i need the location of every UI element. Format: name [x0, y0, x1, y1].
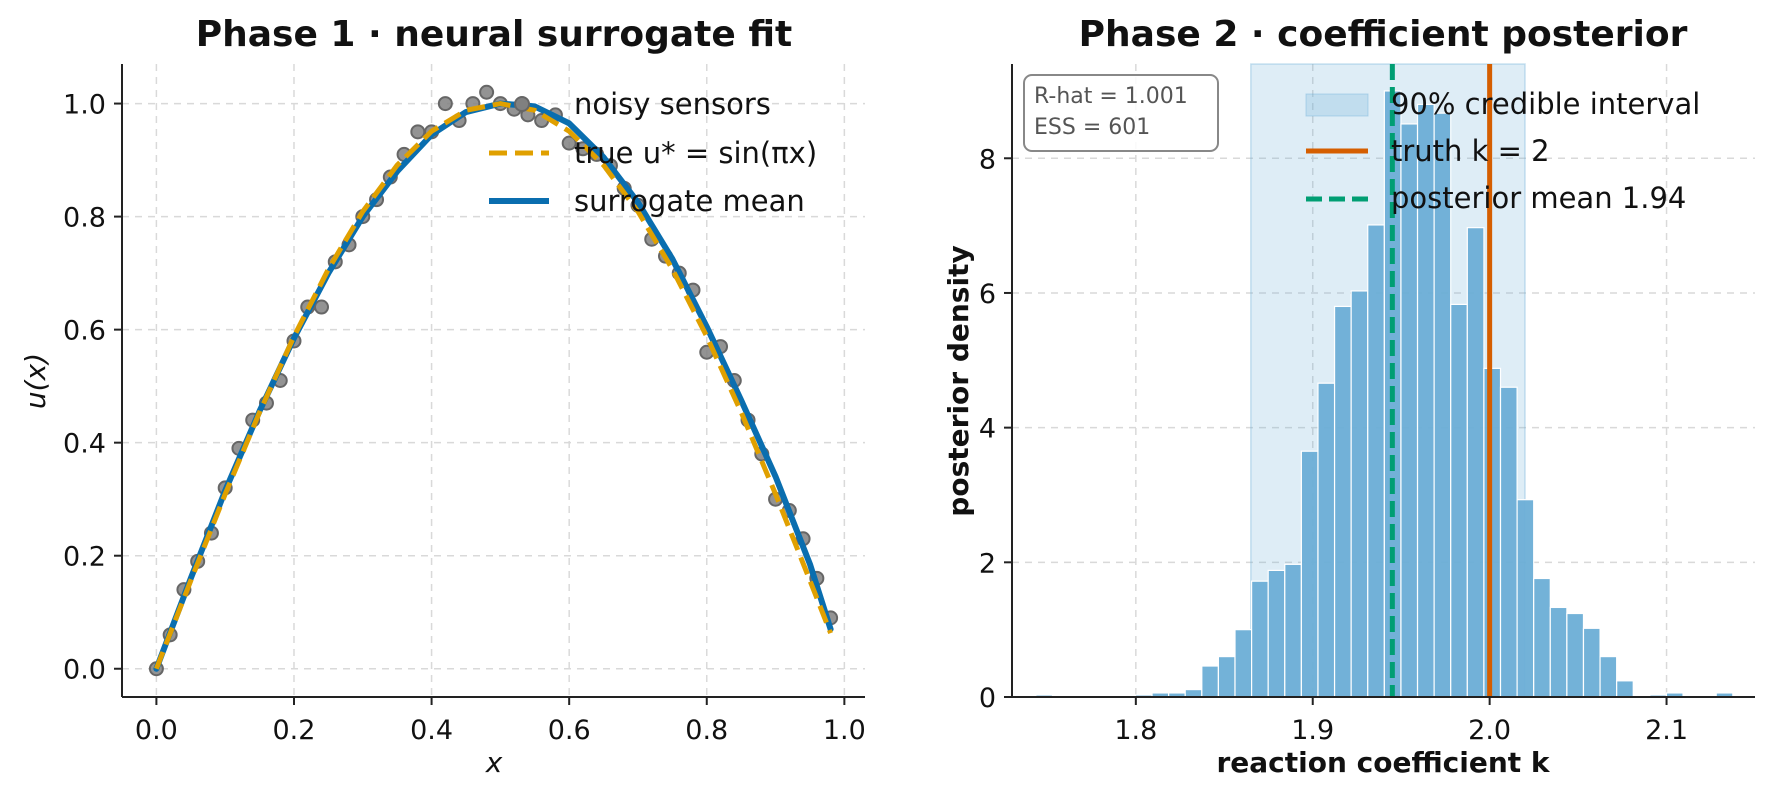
- p2-histogram-bar: [1217, 655, 1236, 698]
- p2-x-axis-label: reaction coefficient k: [1216, 746, 1550, 779]
- p2-legend-label-mean: posterior mean 1.94: [1391, 181, 1686, 215]
- p1-y-tick-label: 0.8: [63, 203, 106, 234]
- p1-x-tick-label: 1.0: [823, 715, 866, 746]
- p1-grid: [122, 64, 865, 697]
- panel-surrogate-fit: 0.0 0.2 0.4 0.6 0.8 1.0 0.0 0.2 0.4 0.6 0.8 1.0 Pha…: [19, 14, 866, 779]
- p2-histogram-bar: [1184, 688, 1203, 698]
- p1-true-line: [154, 101, 833, 670]
- p2-histogram-bar: [1250, 580, 1269, 698]
- p2-grid: [1012, 64, 1755, 698]
- p1-legend-label-sensors: noisy sensors: [574, 87, 771, 121]
- p1-x-tick-label: 0.2: [273, 715, 316, 746]
- p2-histogram-bar: [1333, 305, 1352, 698]
- p2-title: Phase 2 · coefficient posterior: [1079, 14, 1688, 55]
- p2-histogram-bar: [1616, 680, 1634, 698]
- p2-stats-frame: [1023, 74, 1219, 152]
- p2-histogram-bar: [1284, 563, 1302, 698]
- p1-sensor-point: [437, 96, 453, 112]
- p2-stat-ess: ESS = 601: [1034, 115, 1150, 140]
- p2-histogram-bar: [1450, 303, 1468, 698]
- p1-sensor-point: [479, 84, 495, 100]
- p2-ticks: 1.8 1.9 2.0 2.1 0 2 4 6 8: [979, 144, 1688, 746]
- p1-legend-marker-sensors: [514, 96, 530, 112]
- p2-y-tick-label: 4: [979, 414, 996, 445]
- p2-histogram-bar: [1582, 627, 1601, 698]
- p2-x-tick-label: 2.0: [1468, 715, 1511, 746]
- p2-histogram-bar: [1267, 569, 1286, 698]
- panel-coefficient-posterior: 1.8 1.9 2.0 2.1 0 2 4 6 8 Phase 2 · coefficient …: [942, 14, 1755, 779]
- p2-histogram-bar: [1201, 665, 1220, 698]
- p2-histogram-bar: [1599, 655, 1618, 698]
- p1-y-tick-label: 0.6: [63, 316, 106, 347]
- p2-histogram-bar: [1483, 367, 1502, 698]
- p1-y-tick-label: 0.2: [63, 542, 106, 573]
- p2-y-tick-label: 8: [979, 144, 996, 175]
- p1-x-axis-label: x: [485, 746, 503, 779]
- p2-y-tick-label: 2: [979, 548, 996, 579]
- p2-stat-rhat: R-hat = 1.001: [1034, 84, 1188, 109]
- p2-histogram-bar: [1367, 224, 1385, 698]
- p1-ticks: 0.0 0.2 0.4 0.6 0.8 1.0 0.0 0.2 0.4 0.6 0.8 1.0: [63, 90, 866, 746]
- p1-x-tick-label: 0.0: [135, 715, 178, 746]
- p1-sensor-point: [314, 299, 330, 315]
- p2-x-tick-label: 2.1: [1645, 715, 1688, 746]
- p1-x-tick-label: 0.6: [548, 715, 591, 746]
- p1-sensor-point: [561, 135, 577, 151]
- p2-x-tick-label: 1.9: [1291, 715, 1334, 746]
- p1-legend: noisy sensors true u* = sin(πx) surrogat…: [489, 87, 817, 218]
- p1-title: Phase 1 · neural surrogate fit: [196, 14, 792, 55]
- p1-y-tick-label: 1.0: [63, 90, 106, 121]
- p2-histogram-bar: [1566, 612, 1585, 698]
- p2-histogram-bar: [1350, 290, 1369, 698]
- p2-y-tick-label: 0: [979, 683, 996, 714]
- p1-y-tick-label: 0.4: [63, 429, 106, 460]
- p2-histogram-bar: [1300, 450, 1319, 698]
- p1-x-tick-label: 0.8: [685, 715, 728, 746]
- p2-legend: 90% credible interval truth k = 2 poster…: [1305, 87, 1700, 215]
- p2-y-axis-label: posterior density: [942, 245, 975, 516]
- p2-x-tick-label: 1.8: [1114, 715, 1157, 746]
- p2-legend-marker-interval: [1305, 93, 1369, 117]
- p1-sensor-point: [410, 124, 426, 140]
- p2-histogram-bar: [1516, 499, 1535, 698]
- p2-histogram-bar: [1549, 606, 1568, 698]
- p2-histogram-bar: [1533, 577, 1551, 698]
- p1-plot-area: [148, 84, 839, 677]
- p2-histogram-bar: [1499, 386, 1518, 698]
- p2-legend-label-truth: truth k = 2: [1391, 134, 1550, 168]
- p1-legend-label-true: true u* = sin(πx): [574, 136, 817, 170]
- p2-stats-box: R-hat = 1.001 ESS = 601: [1023, 74, 1219, 152]
- p2-histogram-bar: [1466, 227, 1485, 698]
- p2-legend-label-interval: 90% credible interval: [1391, 87, 1700, 121]
- p2-y-tick-label: 6: [979, 279, 996, 310]
- p2-histogram-bar: [1317, 382, 1336, 698]
- p2-histogram-bar: [1234, 629, 1253, 698]
- p1-y-tick-label: 0.0: [63, 655, 106, 686]
- p1-x-tick-label: 0.4: [410, 715, 453, 746]
- p1-y-axis-label: u(x): [19, 353, 52, 409]
- p1-legend-label-surrogate: surrogate mean: [574, 184, 805, 218]
